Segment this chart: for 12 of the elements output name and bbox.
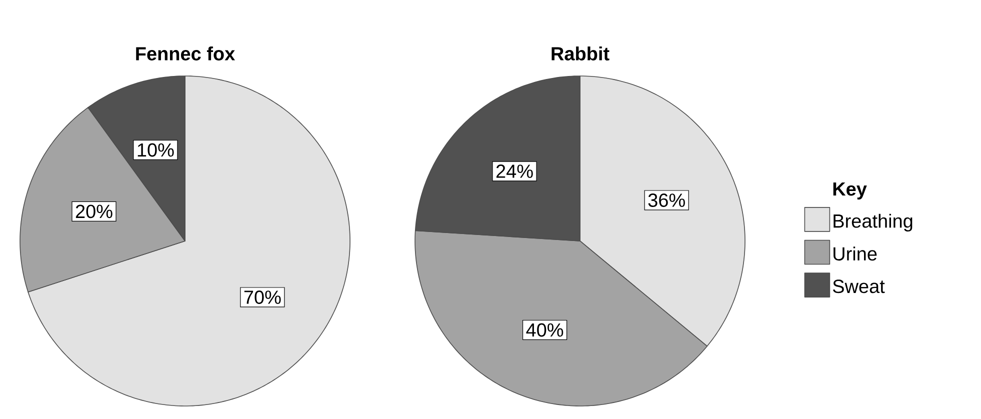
chart-title: Fennec fox bbox=[136, 46, 236, 60]
chart-title: Rabbit bbox=[552, 46, 610, 60]
data-label: 24% bbox=[496, 164, 533, 178]
data-label: 36% bbox=[648, 194, 685, 207]
legend-label: Sweat bbox=[832, 280, 885, 294]
data-label: 70% bbox=[244, 290, 281, 304]
data-label: 20% bbox=[76, 204, 112, 218]
data-label: 10% bbox=[138, 143, 174, 157]
legend-label: Urine bbox=[834, 246, 877, 261]
legend-title: Key bbox=[833, 182, 867, 200]
legend-label: Breathing bbox=[834, 214, 912, 232]
data-label: 40% bbox=[526, 323, 564, 337]
